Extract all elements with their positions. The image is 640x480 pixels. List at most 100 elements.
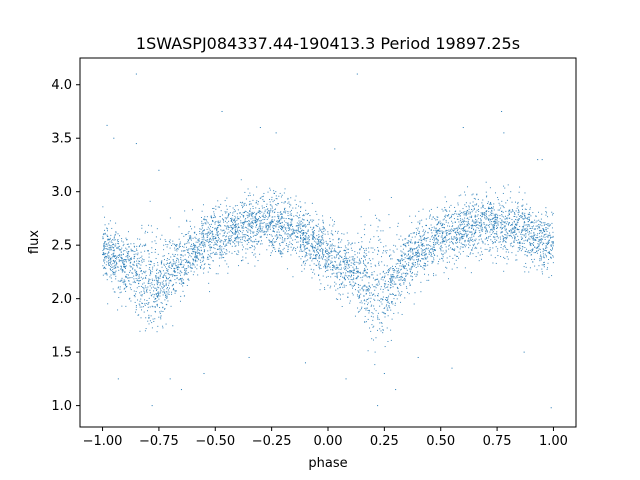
data-point [237, 238, 239, 240]
data-point [266, 203, 268, 205]
data-point [113, 291, 115, 293]
data-point [322, 252, 324, 254]
data-point [536, 234, 538, 236]
data-point [181, 272, 183, 274]
data-point [155, 275, 157, 277]
data-point [271, 216, 273, 218]
data-point [113, 260, 115, 262]
data-point [303, 261, 305, 263]
data-point [409, 247, 411, 249]
data-point [210, 257, 212, 259]
data-point [343, 260, 345, 262]
data-point [412, 252, 414, 254]
data-point [174, 269, 176, 271]
data-point [409, 284, 411, 286]
data-point [539, 224, 541, 226]
data-point [511, 252, 513, 254]
data-point [352, 270, 354, 272]
data-point [185, 268, 187, 270]
data-point [343, 233, 345, 235]
data-point [465, 212, 467, 214]
data-point [158, 298, 160, 300]
data-point [333, 267, 335, 269]
data-point [232, 241, 234, 243]
data-point [361, 241, 363, 243]
data-point [356, 278, 358, 280]
data-point [183, 264, 185, 266]
data-point [378, 318, 380, 320]
data-point [323, 227, 325, 229]
data-point [109, 276, 111, 278]
data-point [437, 216, 439, 218]
data-point [139, 304, 141, 306]
data-point [414, 262, 416, 264]
data-point [409, 257, 411, 259]
data-point [326, 267, 328, 269]
data-point [323, 241, 325, 243]
data-point [430, 252, 432, 254]
data-point [374, 286, 376, 288]
data-point [480, 220, 482, 222]
data-point [267, 225, 269, 227]
data-point [252, 208, 254, 210]
data-point [474, 219, 476, 221]
data-point [516, 259, 518, 261]
data-point [481, 213, 483, 215]
data-point [107, 242, 109, 244]
data-point [411, 265, 413, 267]
data-point [315, 254, 317, 256]
data-point [168, 253, 170, 255]
data-point [437, 241, 439, 243]
data-point [244, 221, 246, 223]
data-point [157, 295, 159, 297]
data-point [545, 207, 547, 209]
data-point [445, 266, 447, 268]
data-point [215, 253, 217, 255]
data-point [234, 221, 236, 223]
data-point [164, 272, 166, 274]
data-point [500, 207, 502, 209]
data-point [503, 270, 505, 272]
data-point [446, 257, 448, 259]
data-point [513, 241, 515, 243]
data-point [273, 231, 275, 233]
data-point [362, 276, 364, 278]
data-point [256, 221, 258, 223]
data-point [200, 250, 202, 252]
data-point [175, 265, 177, 267]
data-point [250, 236, 252, 238]
data-point [399, 263, 401, 265]
data-point [510, 245, 512, 247]
data-point [402, 244, 404, 246]
data-point [450, 230, 452, 232]
data-point [448, 229, 450, 231]
data-point [247, 212, 249, 214]
data-point [477, 205, 479, 207]
data-point [465, 232, 467, 234]
data-point [529, 225, 531, 227]
data-point [273, 245, 275, 247]
data-point [372, 293, 374, 295]
data-point [496, 219, 498, 221]
data-point [188, 262, 190, 264]
data-point [140, 298, 142, 300]
data-point [151, 305, 153, 307]
data-point [412, 279, 414, 281]
data-point [533, 228, 535, 230]
data-point [168, 258, 170, 260]
data-point [334, 275, 336, 277]
data-point [289, 235, 291, 237]
data-point [333, 256, 335, 258]
data-point [345, 267, 347, 269]
data-point [538, 225, 540, 227]
data-point [158, 287, 160, 289]
data-point [429, 217, 431, 219]
data-point [344, 252, 346, 254]
data-point [182, 259, 184, 261]
data-point [157, 293, 159, 295]
data-point [105, 243, 107, 245]
data-point [308, 235, 310, 237]
data-point [501, 228, 503, 230]
data-point [106, 245, 108, 247]
data-point [102, 252, 104, 254]
